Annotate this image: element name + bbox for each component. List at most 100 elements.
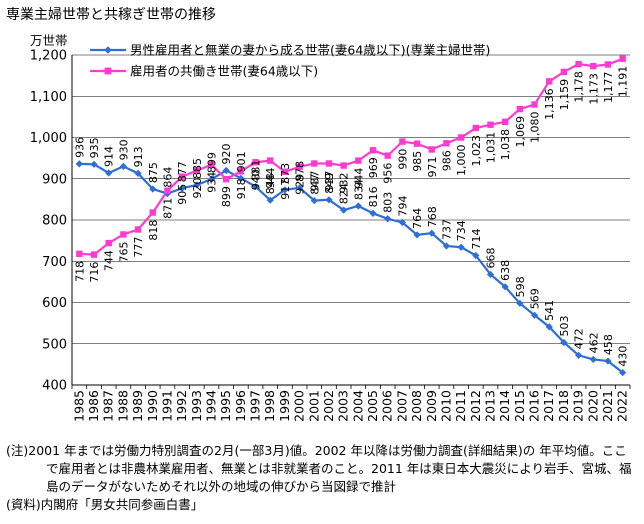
data-label: 1,178 xyxy=(573,71,586,103)
data-label: 458 xyxy=(602,334,615,355)
x-tick-label: 2021 xyxy=(600,390,615,422)
data-point xyxy=(208,161,215,168)
data-point xyxy=(193,181,201,189)
x-tick-label: 1998 xyxy=(262,390,277,422)
y-axis-ticks: 400 500 600 700 800 900 1,000 1,100 1,200 xyxy=(30,49,67,394)
y-tick-label: 1,100 xyxy=(30,90,67,105)
data-label: 1,173 xyxy=(587,73,600,105)
data-label: 1,031 xyxy=(485,132,498,164)
x-tick-label: 2015 xyxy=(512,390,527,422)
data-point xyxy=(516,105,524,113)
data-point xyxy=(531,101,538,108)
data-label: 985 xyxy=(411,151,424,172)
data-label: 944 xyxy=(264,168,277,189)
data-point xyxy=(105,169,113,177)
y-tick-label: 900 xyxy=(42,172,67,187)
footnotes: (注)2001 年までは労働力特別調査の2月(一部3月)値。2002 年以降は労… xyxy=(6,442,638,514)
data-label: 668 xyxy=(485,247,498,268)
data-point xyxy=(149,185,157,193)
data-point xyxy=(589,355,597,364)
x-tick-label: 2022 xyxy=(615,390,630,422)
data-point xyxy=(75,160,83,168)
data-label: 768 xyxy=(426,206,439,227)
data-label: 598 xyxy=(514,276,527,297)
data-label: 878 xyxy=(294,161,307,182)
x-tick-label: 1994 xyxy=(204,390,219,422)
data-label: 847 xyxy=(308,174,321,195)
data-point xyxy=(575,60,582,68)
x-tick-label: 1997 xyxy=(248,390,263,422)
data-point xyxy=(134,169,142,177)
data-label: 848 xyxy=(264,173,277,194)
data-label: 934 xyxy=(206,172,219,193)
data-point xyxy=(222,166,230,175)
data-label: 1,000 xyxy=(455,145,468,177)
footnote-text: (注)2001 年までは労働力特別調査の2月(一部3月)値。2002 年以降は労… xyxy=(6,443,632,494)
x-tick-label: 1985 xyxy=(71,390,86,422)
data-label: 816 xyxy=(367,186,380,207)
x-tick-label: 1988 xyxy=(115,390,130,422)
data-label: 935 xyxy=(88,137,101,158)
data-label: 765 xyxy=(117,241,130,262)
data-label: 1,159 xyxy=(558,79,571,111)
legend-marker xyxy=(104,67,112,75)
data-point xyxy=(281,168,289,175)
x-tick-label: 1990 xyxy=(145,390,160,422)
data-point xyxy=(105,239,112,247)
data-label: 734 xyxy=(455,220,468,241)
data-label: 881 xyxy=(250,160,263,181)
data-point xyxy=(472,251,480,260)
grid-lines xyxy=(72,54,630,345)
x-tick-label: 2000 xyxy=(292,390,307,422)
data-label: 940 xyxy=(250,169,263,190)
data-label: 913 xyxy=(132,146,145,167)
data-point xyxy=(369,147,377,154)
data-point xyxy=(325,160,333,167)
data-point xyxy=(149,209,156,216)
data-point xyxy=(472,124,480,132)
data-label: 824 xyxy=(338,183,351,204)
data-point xyxy=(413,231,421,239)
x-tick-label: 2001 xyxy=(306,390,321,422)
legend-label: 雇用者の共働き世帯(妻64歳以下) xyxy=(130,64,318,79)
data-point xyxy=(325,196,333,204)
data-point xyxy=(604,61,612,68)
data-label: 905 xyxy=(176,184,189,205)
data-point xyxy=(178,173,186,180)
data-label: 875 xyxy=(147,162,160,183)
data-point xyxy=(134,226,142,233)
data-point xyxy=(237,168,245,175)
source-text: (資料)内閣府「男女共同参画白書」 xyxy=(6,497,204,512)
data-point xyxy=(530,311,539,319)
data-point xyxy=(340,206,348,214)
data-point xyxy=(90,160,98,168)
x-tick-label: 2020 xyxy=(585,390,600,422)
data-label: 503 xyxy=(558,316,571,337)
data-label: 932 xyxy=(338,173,351,194)
data-label: 917 xyxy=(279,179,292,200)
data-point xyxy=(398,218,406,227)
data-point xyxy=(311,160,318,167)
x-tick-label: 1991 xyxy=(159,390,174,422)
data-label: 899 xyxy=(220,186,233,207)
x-tick-label: 2009 xyxy=(424,390,439,422)
x-tick-label: 2002 xyxy=(321,390,336,422)
data-point xyxy=(604,357,612,365)
data-point xyxy=(428,229,436,237)
data-label: 744 xyxy=(103,250,116,271)
data-label: 877 xyxy=(176,161,189,182)
data-label: 1,023 xyxy=(470,135,483,167)
data-label: 818 xyxy=(147,220,160,241)
data-point xyxy=(310,197,318,205)
data-label: 930 xyxy=(117,139,130,160)
data-point xyxy=(237,174,245,182)
x-tick-label: 2019 xyxy=(571,390,586,422)
y-tick-label: 500 xyxy=(42,337,67,352)
data-label: 541 xyxy=(543,300,556,321)
x-tick-label: 2006 xyxy=(380,390,395,422)
legend: 男性雇用者と無業の妻から成る世帯(妻64歳以下)(専業主婦世帯) 雇用者の共働き世… xyxy=(90,43,490,79)
data-label: 569 xyxy=(529,288,542,309)
data-point xyxy=(457,134,465,141)
data-label: 971 xyxy=(426,156,439,177)
